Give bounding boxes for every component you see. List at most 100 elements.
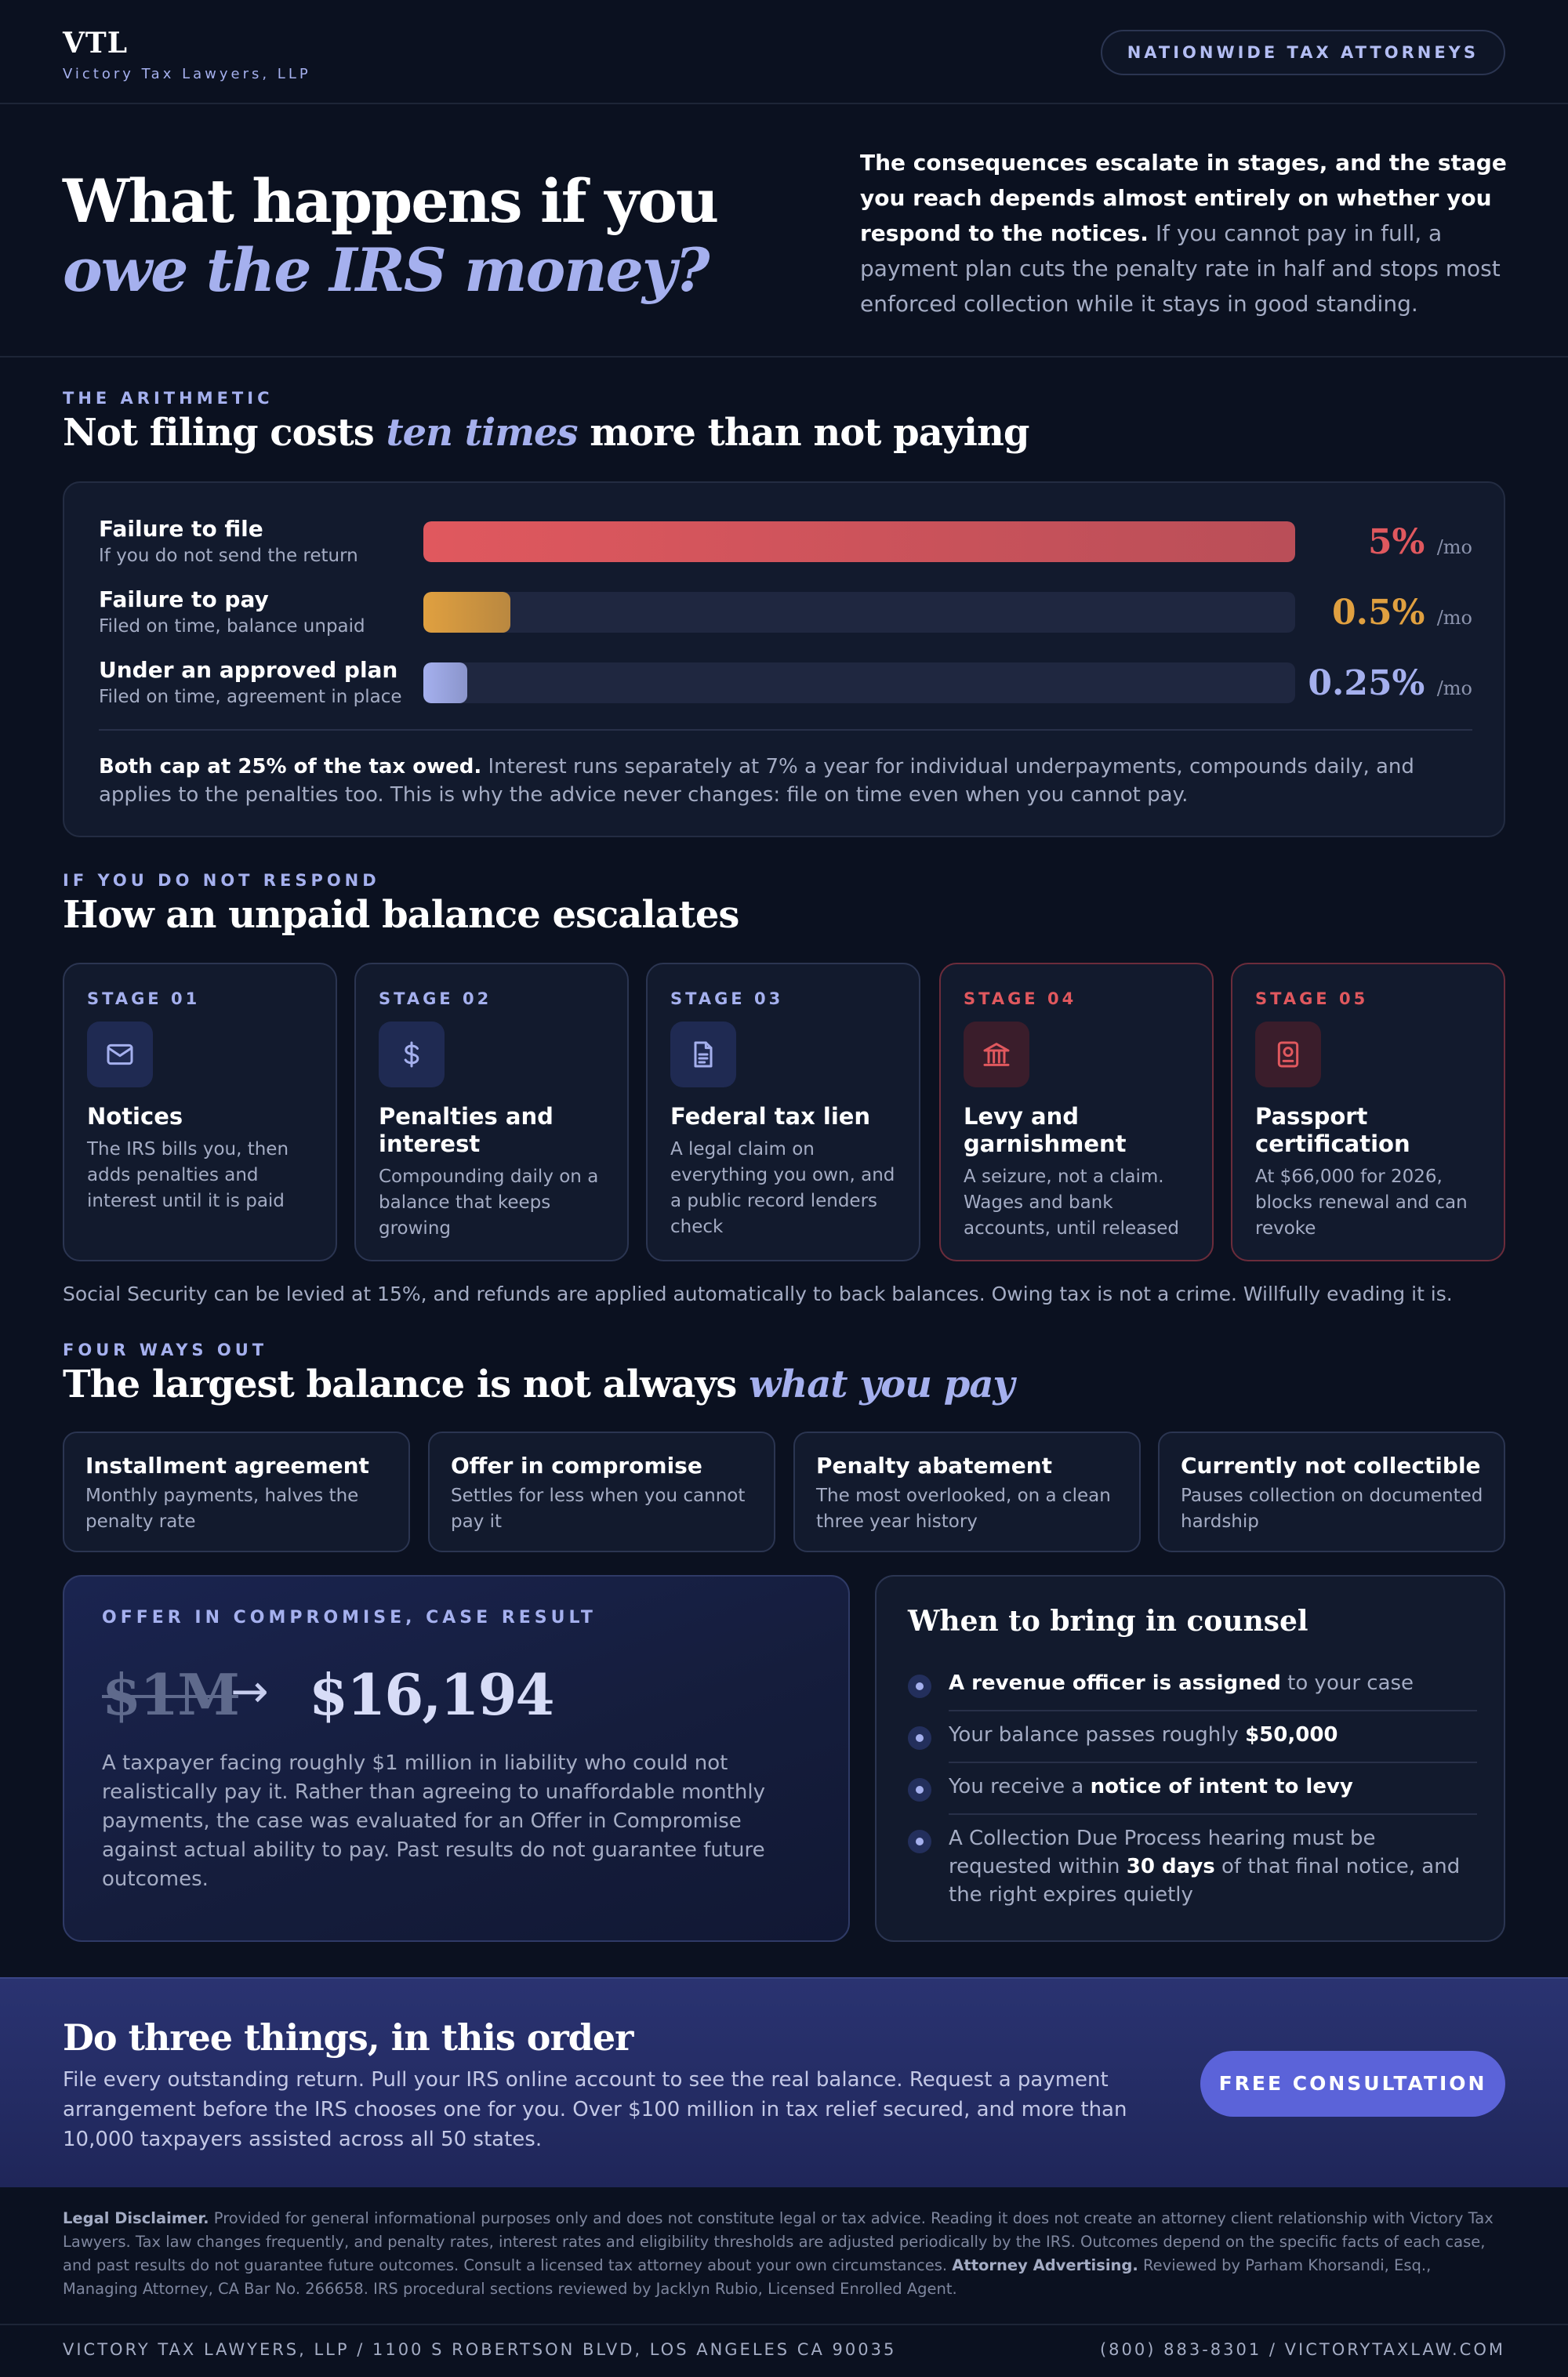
ways-title-emphasis: what you pay bbox=[749, 1363, 1014, 1406]
tagline-badge: NATIONWIDE TAX ATTORNEYS bbox=[1100, 30, 1505, 75]
counsel-item-rest: A Collection Due Process hearing must be… bbox=[949, 1827, 1376, 1878]
bullet-icon bbox=[908, 1675, 931, 1698]
option-offer-in-compromise[interactable]: Offer in compromise Settles for less whe… bbox=[428, 1432, 775, 1552]
option-currently-not-collectible[interactable]: Currently not collectible Pauses collect… bbox=[1158, 1432, 1505, 1552]
rate-value: 5% /mo bbox=[1368, 522, 1472, 562]
stage-number: STAGE 02 bbox=[379, 989, 492, 1008]
ways-title: The largest balance is not always what y… bbox=[63, 1363, 1014, 1406]
divider bbox=[949, 1710, 1477, 1711]
cta-section: Do three things, in this order File ever… bbox=[0, 1977, 1568, 2187]
option-installment-agreement[interactable]: Installment agreement Monthly payments, … bbox=[63, 1432, 410, 1552]
penalty-rates-panel: Failure to file If you do not send the r… bbox=[63, 481, 1505, 837]
hero-intro-bold: The consequences escalate in stages, and… bbox=[860, 150, 1507, 246]
option-penalty-abatement[interactable]: Penalty abatement The most overlooked, o… bbox=[793, 1432, 1141, 1552]
rate-name: Under an approved plan bbox=[99, 657, 398, 683]
ways-eyebrow: FOUR WAYS OUT bbox=[63, 1341, 268, 1359]
dollar-icon bbox=[379, 1022, 445, 1087]
divider bbox=[99, 729, 1472, 731]
stage-card-notices: STAGE 01 Notices The IRS bills you, then… bbox=[63, 963, 337, 1261]
stage-title: Penalties and interest bbox=[379, 1103, 554, 1157]
rate-value-number: 0.5% bbox=[1332, 593, 1425, 633]
stage-card-penalties: STAGE 02 Penalties and interest Compound… bbox=[354, 963, 629, 1261]
rate-name: Failure to pay bbox=[99, 586, 269, 612]
firm-name: Victory Tax Lawyers, LLP bbox=[63, 66, 311, 82]
escalation-eyebrow: IF YOU DO NOT RESPOND bbox=[63, 871, 380, 890]
penalty-cap-note-bold: Both cap at 25% of the tax owed. bbox=[99, 755, 482, 778]
footer-contact[interactable]: (800) 883-8301 / VICTORYTAXLAW.COM bbox=[1099, 2340, 1505, 2359]
rate-bar-fill bbox=[423, 521, 1295, 562]
option-desc: Monthly payments, halves the penalty rat… bbox=[85, 1486, 359, 1532]
footer-address: VICTORY TAX LAWYERS, LLP / 1100 S ROBERT… bbox=[63, 2340, 897, 2359]
arithmetic-title-post: more than not paying bbox=[577, 411, 1029, 455]
rate-value-number: 0.25% bbox=[1308, 663, 1425, 703]
stage-desc: A legal claim on everything you own, and… bbox=[670, 1139, 895, 1237]
advertising-label: Attorney Advertising. bbox=[952, 2256, 1138, 2274]
option-title: Penalty abatement bbox=[816, 1453, 1053, 1479]
stage-desc: A seizure, not a claim. Wages and bank a… bbox=[964, 1167, 1179, 1239]
option-title: Offer in compromise bbox=[451, 1453, 702, 1479]
stage-title: Passport certification bbox=[1255, 1103, 1410, 1157]
rate-value: 0.5% /mo bbox=[1332, 593, 1472, 633]
case-description: A taxpayer facing roughly $1 million in … bbox=[102, 1751, 765, 1891]
bullet-icon bbox=[908, 1778, 931, 1802]
hero-intro: The consequences escalate in stages, and… bbox=[860, 145, 1511, 321]
stage-desc: At $66,000 for 2026, blocks renewal and … bbox=[1255, 1167, 1468, 1239]
free-consultation-button[interactable]: FREE CONSULTATION bbox=[1200, 2051, 1505, 2117]
counsel-item-text: You receive a notice of intent to levy bbox=[949, 1773, 1475, 1801]
document-icon bbox=[670, 1022, 736, 1087]
option-title: Currently not collectible bbox=[1181, 1453, 1481, 1479]
bullet-icon bbox=[908, 1726, 931, 1750]
rate-desc: Filed on time, agreement in place bbox=[99, 687, 402, 707]
logo[interactable]: VTL bbox=[63, 27, 129, 60]
counsel-item-rest: to your case bbox=[1280, 1671, 1414, 1695]
cta-title: Do three things, in this order bbox=[63, 2016, 633, 2059]
stage-desc: Compounding daily on a balance that keep… bbox=[379, 1167, 599, 1239]
counsel-item-bold: $50,000 bbox=[1245, 1723, 1338, 1747]
hero-title: What happens if you owe the IRS money? bbox=[63, 166, 719, 305]
review-text: Reviewed by Parham Khorsandi, Esq., Mana… bbox=[63, 2256, 1432, 2298]
rate-bar-fill bbox=[423, 662, 467, 703]
bank-icon bbox=[964, 1022, 1029, 1087]
stage-title: Levy and garnishment bbox=[964, 1103, 1127, 1157]
rate-value-number: 5% bbox=[1367, 522, 1425, 562]
arithmetic-eyebrow: THE ARITHMETIC bbox=[63, 389, 274, 408]
rate-bar-track bbox=[423, 592, 1295, 633]
hero-intro-rest: If you cannot pay in full, a payment pla… bbox=[860, 220, 1501, 317]
penalty-cap-note-rest: Interest runs separately at 7% a year fo… bbox=[99, 755, 1414, 807]
arithmetic-title-pre: Not filing costs bbox=[63, 411, 387, 455]
stage-number: STAGE 04 bbox=[964, 989, 1077, 1008]
penalty-cap-note: Both cap at 25% of the tax owed. Interes… bbox=[99, 753, 1472, 809]
counsel-item-bold: 30 days bbox=[1126, 1855, 1215, 1878]
rate-bar-track bbox=[423, 521, 1295, 562]
counsel-card: When to bring in counsel A revenue offic… bbox=[875, 1575, 1505, 1942]
option-desc: Pauses collection on documented hardship bbox=[1181, 1486, 1483, 1532]
escalation-title: How an unpaid balance escalates bbox=[63, 893, 739, 937]
arithmetic-title: Not filing costs ten times more than not… bbox=[63, 411, 1029, 455]
stage-number: STAGE 01 bbox=[87, 989, 201, 1008]
stage-card-levy: STAGE 04 Levy and garnishment A seizure,… bbox=[939, 963, 1214, 1261]
rate-desc: Filed on time, balance unpaid bbox=[99, 616, 365, 637]
stage-number: STAGE 05 bbox=[1255, 989, 1369, 1008]
stage-number: STAGE 03 bbox=[670, 989, 784, 1008]
bullet-icon bbox=[908, 1830, 931, 1853]
hero-section: What happens if you owe the IRS money? T… bbox=[0, 104, 1568, 357]
arrow-right-icon: → bbox=[230, 1664, 269, 1718]
rate-bar-fill bbox=[423, 592, 511, 633]
hero-title-line2: owe the IRS money? bbox=[63, 235, 710, 305]
rate-value: 0.25% /mo bbox=[1308, 663, 1472, 703]
hero-title-line1: What happens if you bbox=[63, 166, 719, 236]
ways-title-pre: The largest balance is not always bbox=[63, 1363, 750, 1406]
rate-unit: /mo bbox=[1436, 677, 1472, 699]
counsel-title: When to bring in counsel bbox=[908, 1605, 1308, 1638]
disclaimer-label: Legal Disclaimer. bbox=[63, 2209, 209, 2227]
case-eyebrow: OFFER IN COMPROMISE, CASE RESULT bbox=[102, 1608, 597, 1628]
option-desc: The most overlooked, on a clean three ye… bbox=[816, 1486, 1111, 1532]
stage-title: Notices bbox=[87, 1103, 183, 1130]
divider bbox=[949, 1762, 1477, 1763]
rate-row-failure-to-file: Failure to file If you do not send the r… bbox=[99, 516, 1472, 571]
option-title: Installment agreement bbox=[85, 1453, 369, 1479]
rate-unit: /mo bbox=[1436, 607, 1472, 629]
stage-title: Federal tax lien bbox=[670, 1103, 871, 1130]
stage-card-passport: STAGE 05 Passport certification At $66,0… bbox=[1231, 963, 1505, 1261]
counsel-item-rest: Your balance passes roughly bbox=[949, 1723, 1246, 1747]
